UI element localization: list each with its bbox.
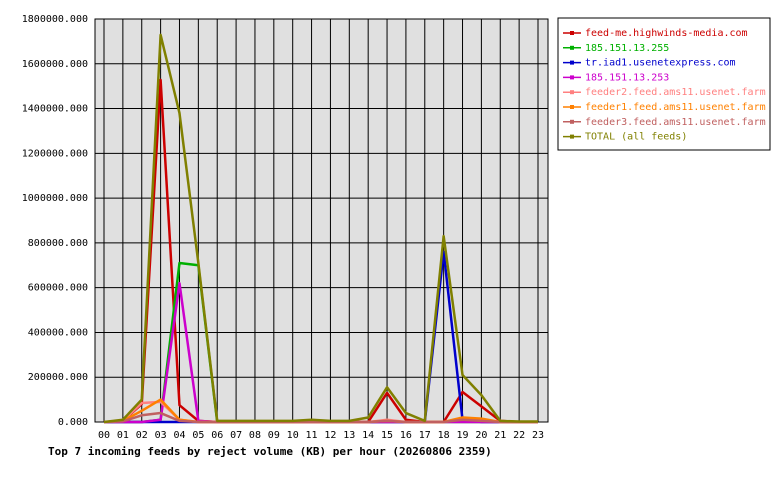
y-tick-label: 1800000.000 [22,14,88,25]
series-line [103,411,538,424]
y-tick-label: 0.000 [58,417,88,428]
x-tick-label: 06 [211,430,223,441]
x-tick-label: 05 [192,430,204,441]
x-tick-label: 04 [173,430,185,441]
y-tick-label: 800000.000 [28,238,88,249]
legend-marker [570,45,574,50]
x-tick-label: 10 [287,430,299,441]
x-tick-label: 14 [362,430,374,441]
x-tick-label: 20 [475,430,487,441]
y-tick-label: 1000000.000 [22,193,88,204]
x-tick-label: 12 [324,430,336,441]
y-tick-label: 200000.000 [28,372,88,383]
x-tick-label: 03 [155,430,167,441]
legend-box [557,17,771,151]
x-tick-label: 00 [98,430,110,441]
y-tick-label: 1200000.000 [22,148,88,159]
y-tick-label: 1400000.000 [22,104,88,115]
x-tick-label: 09 [268,430,280,441]
x-tick-label: 02 [136,430,148,441]
x-tick-label: 13 [343,430,355,441]
legend-label: feeder3.feed.ams11.usenet.farm [585,117,766,128]
y-tick-label: 400000.000 [28,327,88,338]
legend-marker [570,119,574,124]
x-tick-label: 01 [117,430,129,441]
legend-marker [570,31,574,35]
legend-marker [570,134,574,139]
x-tick-label: 16 [400,430,412,441]
chart-title: Top 7 incoming feeds by reject volume (K… [48,445,492,458]
legend-label: 185.151.13.255 [585,43,669,54]
legend-marker [570,105,574,109]
legend-label: tr.iad1.usenetexpress.com [585,58,736,69]
legend-label: TOTAL (all feeds) [585,132,687,143]
legend-marker [570,60,574,65]
x-tick-label: 19 [456,430,468,441]
x-tick-label: 11 [306,430,318,441]
legend-label: feeder2.feed.ams11.usenet.farm [585,87,766,98]
y-tick-label: 600000.000 [28,283,88,294]
x-tick-label: 08 [249,430,261,441]
x-tick-label: 21 [494,430,506,441]
series-line [103,33,538,424]
x-tick-label: 15 [381,430,393,441]
plot-area [94,18,549,423]
x-tick-label: 17 [419,430,431,441]
legend-label: feed-me.highwinds-media.com [585,28,748,39]
y-tick-label: 1600000.000 [22,59,88,70]
x-tick-label: 07 [230,430,242,441]
x-tick-label: 22 [513,430,525,441]
legend-label: 185.151.13.253 [585,72,669,83]
x-tick-label: 23 [532,430,544,441]
legend-marker [570,90,574,95]
legend-label: feeder1.feed.ams11.usenet.farm [585,102,766,113]
x-tick-label: 18 [438,430,450,441]
legend-marker [570,75,574,80]
